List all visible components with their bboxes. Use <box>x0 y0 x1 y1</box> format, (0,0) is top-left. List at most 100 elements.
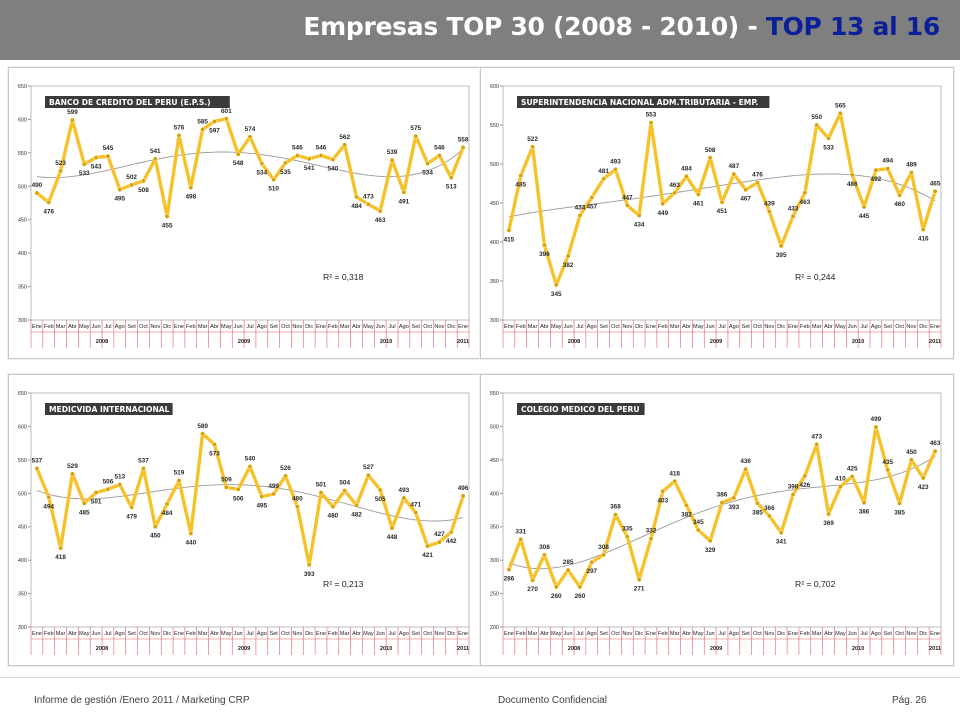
x-tick-label: Feb <box>516 631 526 637</box>
data-point <box>589 559 595 565</box>
x-tick-label: Set <box>412 324 421 330</box>
x-tick-label: Feb <box>516 324 526 330</box>
data-label: 398 <box>788 484 799 491</box>
x-tick-label: Abr <box>824 631 833 637</box>
data-label: 285 <box>563 559 574 566</box>
data-label: 396 <box>539 251 550 258</box>
data-point <box>541 552 547 558</box>
x-tick-label: Mar <box>340 631 350 637</box>
data-label: 455 <box>162 222 173 229</box>
data-label: 492 <box>871 176 882 183</box>
footer-page-number: Pág. 26 <box>892 695 927 706</box>
y-tick-label: 600 <box>490 84 499 90</box>
x-tick-label: May <box>835 631 846 637</box>
data-point <box>354 194 359 200</box>
data-point <box>530 144 536 150</box>
data-point <box>802 473 808 479</box>
data-label: 541 <box>304 165 315 172</box>
y-tick-label: 350 <box>18 285 27 291</box>
data-label: 601 <box>221 108 232 115</box>
y-tick-label: 350 <box>18 592 27 598</box>
x-tick-label: Jul <box>388 631 395 637</box>
data-point <box>223 484 229 490</box>
data-point <box>34 466 40 471</box>
data-point <box>401 189 407 195</box>
data-point <box>530 577 536 583</box>
data-point <box>648 536 654 542</box>
data-label: 426 <box>800 482 811 489</box>
data-point <box>660 201 666 207</box>
y-tick-label: 500 <box>18 491 27 497</box>
r-squared-label: R² = 0,702 <box>795 579 836 589</box>
footer-confidential: Documento Confidencial <box>498 695 607 706</box>
x-tick-label: Dic <box>447 324 455 330</box>
footer-report-info: Informe de gestión /Enero 2011 / Marketi… <box>34 695 250 706</box>
x-tick-label: Jul <box>860 631 867 637</box>
x-tick-label: Mar <box>812 631 822 637</box>
x-tick-label: Ago <box>115 631 125 637</box>
x-tick-label: Ene <box>504 631 514 637</box>
data-label: 457 <box>586 204 597 211</box>
data-label: 499 <box>268 483 279 490</box>
data-point <box>354 502 359 508</box>
y-tick-label: 500 <box>490 424 499 430</box>
data-label: 382 <box>681 511 692 518</box>
data-label: 393 <box>304 571 315 578</box>
data-label: 461 <box>693 200 704 207</box>
data-point <box>778 243 784 249</box>
x-tick-label: Ago <box>871 324 881 330</box>
data-point <box>129 182 135 188</box>
trend-line <box>36 484 464 522</box>
data-point <box>342 142 348 148</box>
page-title-main: Empresas TOP 30 (2008 - 2010) - <box>303 12 766 41</box>
x-tick-label: Abr <box>210 631 219 637</box>
data-label: 448 <box>387 534 398 541</box>
x-tick-label: Ene <box>174 324 184 330</box>
data-point <box>731 495 737 501</box>
data-label: 546 <box>316 145 327 152</box>
x-tick-label: Nov <box>292 324 302 330</box>
data-label: 513 <box>446 184 457 191</box>
x-tick-label: Ene <box>930 324 940 330</box>
data-point <box>731 171 737 177</box>
data-point <box>46 494 52 500</box>
x-tick-label: Set <box>599 631 608 637</box>
chart-title-box <box>45 96 230 108</box>
data-label: 260 <box>575 593 586 600</box>
y-tick-label: 300 <box>18 625 27 631</box>
data-point <box>589 195 595 200</box>
data-point <box>235 486 241 492</box>
data-label: 513 <box>114 474 125 481</box>
data-point <box>849 474 855 480</box>
data-label: 484 <box>351 203 362 210</box>
data-label: 421 <box>422 552 433 559</box>
page-title: Empresas TOP 30 (2008 - 2010) - TOP 13 a… <box>303 12 940 41</box>
x-tick-label: Ene <box>788 324 798 330</box>
chart-title-box <box>517 96 770 108</box>
page-title-accent: TOP 13 al 16 <box>765 12 940 41</box>
data-label: 418 <box>669 470 680 477</box>
data-point <box>826 511 831 517</box>
data-point <box>624 202 630 208</box>
data-label: 490 <box>32 182 43 189</box>
data-point <box>885 467 891 473</box>
x-tick-label: Nov <box>622 324 632 330</box>
data-label: 463 <box>800 199 811 206</box>
data-point <box>920 475 926 481</box>
data-label: 501 <box>91 499 102 506</box>
data-label: 535 <box>280 169 291 176</box>
data-point <box>684 174 689 179</box>
data-point <box>755 180 760 186</box>
y-tick-label: 300 <box>18 318 27 324</box>
data-label: 449 <box>657 210 668 217</box>
x-tick-label: Mar <box>528 631 538 637</box>
x-tick-label: Set <box>269 324 278 330</box>
data-label: 502 <box>126 174 137 181</box>
year-label: 2010 <box>852 646 864 652</box>
x-tick-label: Mar <box>56 631 66 637</box>
data-point <box>318 490 324 496</box>
x-tick-label: Dic <box>635 631 643 637</box>
data-point <box>719 199 725 205</box>
data-label: 540 <box>245 456 256 463</box>
